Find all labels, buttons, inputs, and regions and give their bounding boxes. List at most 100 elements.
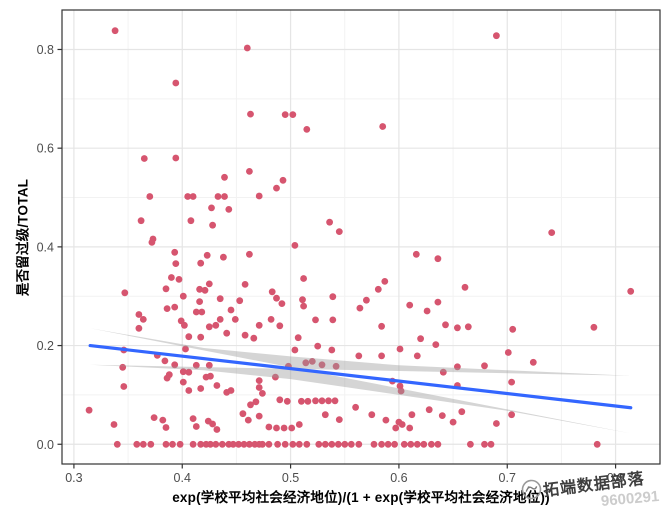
data-point xyxy=(481,362,488,370)
data-point xyxy=(185,333,193,341)
data-point xyxy=(214,193,222,200)
data-point xyxy=(420,440,428,448)
data-point xyxy=(329,293,337,301)
data-point xyxy=(413,352,421,360)
data-point xyxy=(291,346,299,354)
data-point xyxy=(137,217,145,225)
data-point xyxy=(273,294,280,302)
data-point xyxy=(169,440,176,448)
data-point xyxy=(140,155,148,162)
data-point xyxy=(197,333,205,341)
data-point xyxy=(179,368,187,376)
data-point xyxy=(368,411,376,419)
x-tick-label: 0.7 xyxy=(499,471,516,485)
data-point xyxy=(449,418,457,426)
data-point xyxy=(213,426,221,433)
data-point xyxy=(216,316,224,323)
data-point xyxy=(428,440,435,448)
data-point xyxy=(139,440,147,448)
data-point xyxy=(179,292,187,300)
data-point xyxy=(408,411,416,419)
data-point xyxy=(205,323,213,331)
data-point xyxy=(392,424,400,432)
data-point xyxy=(590,323,598,331)
data-point xyxy=(198,308,206,316)
data-point xyxy=(196,298,204,305)
data-point xyxy=(171,361,179,369)
data-point xyxy=(335,228,343,236)
data-point xyxy=(197,259,205,267)
scatter-points xyxy=(85,27,635,448)
data-point xyxy=(493,32,500,40)
data-point xyxy=(272,373,279,381)
data-point xyxy=(163,305,171,312)
data-point xyxy=(189,415,197,422)
data-point xyxy=(212,321,220,329)
data-point xyxy=(298,397,305,405)
data-point xyxy=(529,358,537,366)
data-point xyxy=(370,440,378,448)
data-point xyxy=(268,288,276,296)
data-point xyxy=(259,440,266,448)
data-point xyxy=(326,218,333,226)
data-point xyxy=(274,440,281,448)
data-point xyxy=(213,382,221,389)
data-point xyxy=(291,242,299,249)
data-point xyxy=(111,27,119,35)
data-point xyxy=(239,410,247,418)
x-axis-title: exp(学校平均社会经济地位)/(1 + exp(学校平均社会经济地位)) xyxy=(172,490,550,505)
data-point xyxy=(434,255,442,263)
data-point xyxy=(172,260,180,267)
data-point xyxy=(216,295,224,303)
data-point xyxy=(391,440,398,448)
data-point xyxy=(328,440,336,448)
data-point xyxy=(406,424,414,432)
data-point xyxy=(255,377,263,384)
data-point xyxy=(163,374,171,382)
data-point xyxy=(406,301,414,309)
data-point xyxy=(240,440,248,448)
data-point xyxy=(423,307,431,315)
data-point xyxy=(255,192,263,200)
data-point xyxy=(85,406,93,414)
data-point xyxy=(417,335,424,343)
data-point xyxy=(413,440,421,448)
data-point xyxy=(209,221,217,229)
data-point xyxy=(281,111,289,118)
data-point xyxy=(244,416,252,424)
x-tick-label: 0.6 xyxy=(390,471,407,485)
data-point xyxy=(181,321,188,329)
data-point xyxy=(273,424,280,432)
data-point xyxy=(378,322,385,330)
data-point xyxy=(308,358,316,365)
data-point xyxy=(400,440,408,448)
data-point xyxy=(481,440,488,448)
data-point xyxy=(203,251,211,259)
data-point xyxy=(187,217,195,225)
data-point xyxy=(247,110,254,118)
data-point xyxy=(247,401,254,409)
data-point xyxy=(162,424,170,431)
data-point xyxy=(176,440,184,448)
data-point xyxy=(139,316,147,323)
data-point xyxy=(212,440,220,448)
data-point xyxy=(197,385,205,392)
data-point xyxy=(363,296,370,304)
data-point xyxy=(207,440,214,448)
data-point xyxy=(384,440,392,448)
data-point xyxy=(382,416,390,424)
data-point xyxy=(508,378,515,386)
data-point xyxy=(454,324,461,332)
data-point xyxy=(314,342,322,350)
data-point xyxy=(439,368,447,376)
data-point xyxy=(407,440,415,448)
data-point xyxy=(179,378,187,386)
data-point xyxy=(312,316,319,324)
data-point xyxy=(189,193,197,200)
data-point xyxy=(185,387,193,394)
data-point xyxy=(593,440,601,448)
data-point xyxy=(192,423,200,430)
x-tick-label: 0.3 xyxy=(65,471,82,485)
data-point xyxy=(300,275,307,282)
